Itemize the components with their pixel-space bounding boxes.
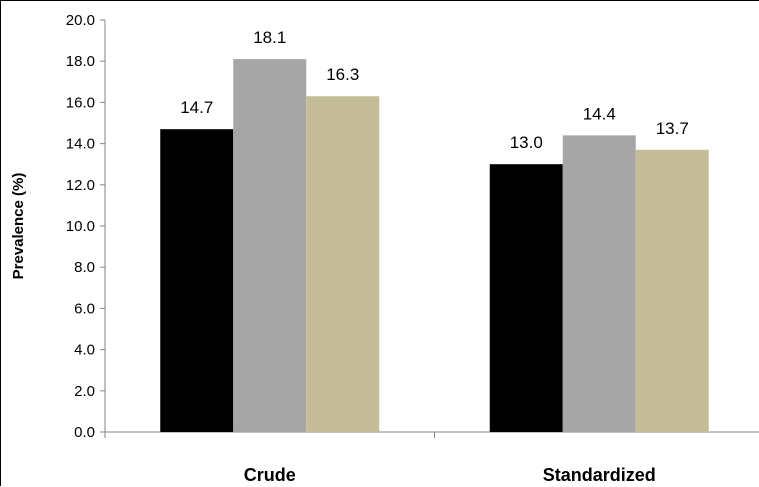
- bar: [489, 164, 563, 432]
- x-category-label: Crude: [244, 465, 296, 485]
- y-tick-label: 20.0: [66, 12, 95, 29]
- y-tick-label: 12.0: [66, 177, 95, 194]
- y-tick-label: 14.0: [66, 136, 95, 153]
- bar: [160, 129, 234, 432]
- y-axis-title: Prevalence (%): [10, 173, 27, 280]
- data-label: 13.7: [656, 119, 689, 138]
- x-category-label: Standardized: [543, 465, 656, 485]
- y-tick-label: 18.0: [66, 53, 95, 70]
- plot-area: 0.0 2.0 4.0 6.0 8.0 10.0 12.0 14.0 16.0 18.0 20.0 1…: [66, 12, 759, 485]
- data-label: 18.1: [253, 28, 286, 47]
- bar: [635, 149, 709, 432]
- y-tick-label: 10.0: [66, 218, 95, 235]
- bar: [233, 59, 307, 432]
- data-label: 16.3: [326, 65, 359, 84]
- data-label: 14.4: [583, 104, 616, 123]
- y-tick-label: 2.0: [74, 383, 95, 400]
- data-label: 14.7: [180, 98, 213, 117]
- bar: [306, 96, 380, 432]
- y-tick-label: 8.0: [74, 259, 95, 276]
- y-tick-label: 0.0: [74, 424, 95, 441]
- y-tick-label: 4.0: [74, 342, 95, 359]
- y-tick-label: 16.0: [66, 94, 95, 111]
- bar: [562, 135, 636, 433]
- y-tick-label: 6.0: [74, 300, 95, 317]
- data-label: 13.0: [510, 133, 543, 152]
